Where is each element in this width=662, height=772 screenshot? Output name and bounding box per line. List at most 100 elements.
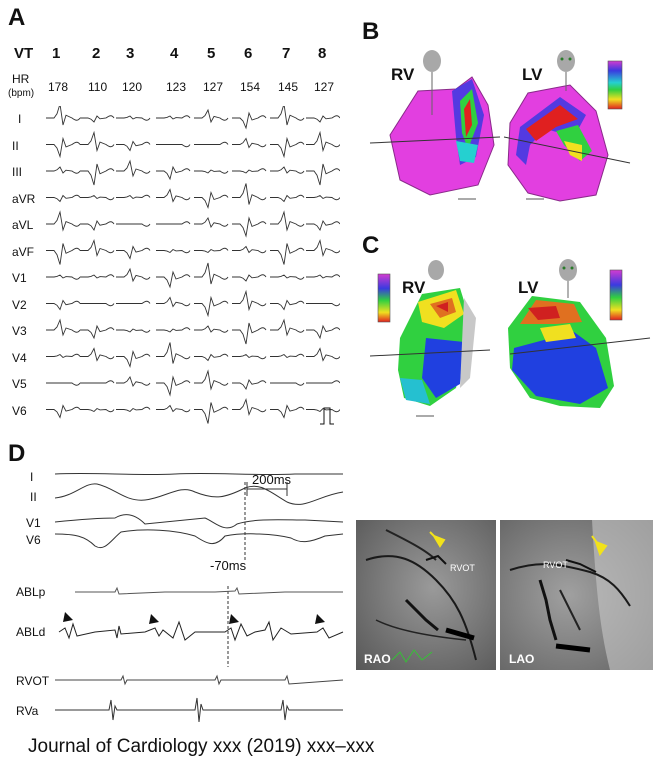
lead-label: aVF bbox=[12, 244, 35, 259]
ecg-trace bbox=[306, 324, 340, 340]
hr-header-label: HR bbox=[12, 72, 30, 86]
trace-label-abld: ABLd bbox=[16, 625, 46, 639]
ecg-trace bbox=[270, 166, 305, 174]
lv-label-c: LV bbox=[518, 278, 539, 297]
ecg-trace bbox=[46, 166, 81, 174]
ecg-trace bbox=[270, 106, 305, 126]
ecg-trace bbox=[306, 220, 340, 231]
vt-number: 8 bbox=[318, 45, 327, 62]
ecg-trace bbox=[306, 303, 340, 307]
trace-rva bbox=[55, 697, 343, 723]
fluoro-lao-image bbox=[500, 520, 653, 670]
arrowhead-4 bbox=[315, 614, 325, 624]
ecg-trace bbox=[194, 141, 229, 145]
hr-value: 154 bbox=[240, 80, 261, 94]
ecg-trace bbox=[232, 111, 267, 130]
ecg-trace bbox=[194, 247, 229, 254]
ecg-trace bbox=[46, 210, 81, 232]
trace-label-ablp: ABLp bbox=[16, 585, 46, 599]
rv-label-b: RV bbox=[391, 65, 415, 84]
ecg-trace bbox=[270, 353, 305, 359]
hr-value: 178 bbox=[48, 80, 69, 94]
ecg-trace bbox=[116, 376, 151, 387]
ecg-trace bbox=[80, 274, 115, 279]
panel-a-letter: A bbox=[8, 4, 26, 31]
yellow-arrow-rao bbox=[429, 531, 446, 548]
ecg-trace bbox=[46, 382, 81, 386]
ecg-trace bbox=[232, 137, 267, 149]
trace-abld bbox=[58, 620, 344, 642]
ecg-trace bbox=[156, 270, 191, 289]
arrowhead-1 bbox=[63, 612, 73, 622]
ecg-trace bbox=[46, 318, 81, 337]
head-icon-rv-b bbox=[423, 50, 441, 72]
ecg-trace bbox=[194, 402, 229, 424]
ecg-trace bbox=[116, 223, 151, 227]
activation-map-b bbox=[369, 50, 631, 202]
hr-value: 127 bbox=[314, 80, 335, 94]
ecg-trace bbox=[80, 324, 115, 340]
calibration-pulse bbox=[320, 407, 334, 425]
lead-label: aVL bbox=[12, 218, 34, 232]
ecg-trace bbox=[306, 380, 340, 384]
ecg-trace bbox=[270, 274, 305, 280]
ecg-trace bbox=[156, 327, 191, 333]
hr-value: 110 bbox=[88, 80, 108, 94]
ecg-trace bbox=[80, 407, 115, 413]
journal-citation: Journal of Cardiology xxx (2019) xxx–xxx bbox=[28, 736, 375, 757]
lead-label: V6 bbox=[12, 403, 27, 418]
lead-label: II bbox=[12, 138, 19, 153]
color-scale-b bbox=[607, 60, 623, 110]
trace-v1 bbox=[55, 514, 344, 529]
trace-label-v6: V6 bbox=[26, 533, 41, 547]
ecg-trace bbox=[270, 318, 305, 337]
arrowhead-2 bbox=[149, 614, 159, 624]
ecg-trace bbox=[80, 220, 115, 231]
ecg-trace bbox=[306, 130, 340, 153]
ecg-trace bbox=[156, 165, 191, 181]
ecg-trace bbox=[232, 168, 267, 174]
ecg-trace bbox=[194, 108, 229, 124]
ecg-trace bbox=[46, 274, 81, 280]
trace-label-ii: II bbox=[30, 490, 37, 504]
ecg-trace bbox=[156, 296, 191, 308]
ecg-trace bbox=[46, 136, 81, 159]
ecg-trace bbox=[116, 328, 151, 333]
ecg-trace bbox=[80, 194, 115, 201]
ecg-trace bbox=[194, 325, 229, 333]
lead-label: III bbox=[12, 165, 23, 179]
ecg-trace bbox=[270, 299, 305, 311]
ecg-trace bbox=[80, 130, 115, 153]
ecg-trace bbox=[194, 217, 229, 228]
ecg-trace bbox=[232, 289, 267, 312]
rv-label-c: RV bbox=[402, 278, 426, 297]
trace-ablp bbox=[75, 586, 343, 595]
hr-value: 123 bbox=[166, 80, 187, 94]
ecg-trace bbox=[46, 194, 81, 203]
ecg-trace bbox=[270, 210, 305, 232]
ecg-trace bbox=[116, 140, 151, 152]
ecg-trace bbox=[116, 267, 151, 283]
ecg-trace bbox=[194, 353, 229, 362]
ecg-trace bbox=[194, 295, 229, 318]
ecg-trace bbox=[306, 163, 340, 186]
trace-label-i: I bbox=[30, 470, 34, 484]
hr-unit-label: (bpm) bbox=[8, 88, 35, 99]
intracardiac-tracings bbox=[55, 472, 344, 723]
ecg-trace bbox=[232, 379, 267, 390]
lead-label: V1 bbox=[12, 271, 27, 285]
ecg-trace bbox=[116, 406, 151, 413]
ecg-trace bbox=[232, 274, 267, 282]
ecg-trace bbox=[116, 245, 151, 260]
vt-number: 2 bbox=[92, 45, 101, 62]
trace-label-rva: RVa bbox=[16, 704, 39, 718]
ecg-trace bbox=[116, 194, 151, 200]
ecg-trace bbox=[270, 382, 305, 386]
yellow-arrow-lao bbox=[591, 535, 608, 557]
hr-value: 127 bbox=[203, 80, 224, 94]
vt-number: 3 bbox=[126, 45, 135, 62]
ecg-trace bbox=[306, 194, 340, 201]
trace-i bbox=[55, 472, 343, 476]
ecg-trace bbox=[232, 397, 267, 417]
lv-label-b: LV bbox=[522, 65, 543, 84]
